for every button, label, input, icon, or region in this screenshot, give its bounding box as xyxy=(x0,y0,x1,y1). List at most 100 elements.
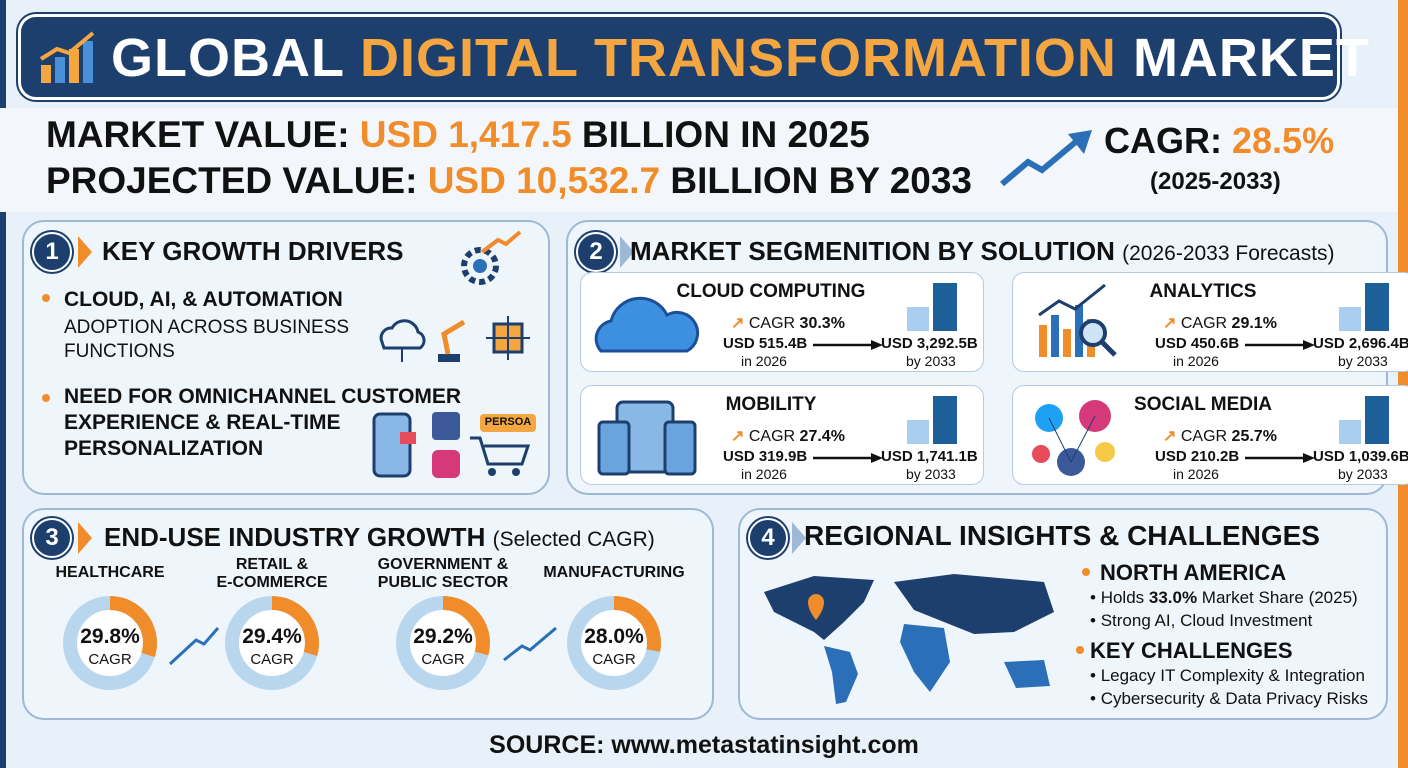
start-year: in 2026 xyxy=(741,353,787,369)
donut-label: 29.2% xyxy=(413,625,473,648)
region-bullet: • Holds 33.0% Market Share (2025) xyxy=(1090,588,1358,607)
projected-value: PROJECTED VALUE: USD 10,532.7 BILLION BY… xyxy=(46,160,972,202)
header-icon xyxy=(39,31,95,83)
donut-unit: CAGR xyxy=(88,651,132,668)
source: SOURCE: www.metastatinsight.com xyxy=(489,731,919,759)
header: GLOBAL DIGITAL TRANSFORMATION MARKET xyxy=(18,14,1369,100)
segment-card: ANALYTICS ↗ CAGR 29.1% USD 450.6B in 2026 US… xyxy=(1012,272,1408,372)
value: 28.5% xyxy=(1232,120,1335,161)
side-stripe xyxy=(1398,0,1408,768)
industry-name: HEALTHCARE xyxy=(55,564,165,581)
segment-name: CLOUD COMPUTING xyxy=(676,281,866,302)
text: MARKET VALUE: xyxy=(46,114,360,155)
segment-name: MOBILITY xyxy=(725,394,817,415)
segment-icon xyxy=(1038,283,1117,357)
start-year: in 2026 xyxy=(741,466,787,482)
section-number: 3 xyxy=(32,518,72,558)
side-stripe xyxy=(0,0,6,768)
section-number: 2 xyxy=(576,232,616,272)
donut-unit: CAGR xyxy=(250,651,294,668)
segment-cagr: ↗ CAGR 25.7% xyxy=(1163,426,1277,446)
start-value: USD 450.6B xyxy=(1155,335,1240,352)
end-year: by 2033 xyxy=(1338,353,1388,369)
title-part: GLOBAL xyxy=(111,28,360,88)
arrow xyxy=(1245,453,1315,463)
segment-cagr: ↗ CAGR 29.1% xyxy=(1163,313,1277,333)
omni-icons xyxy=(372,412,536,478)
bar-icon xyxy=(1339,396,1389,444)
tech-icons xyxy=(379,316,530,362)
section-title: MARKET SEGMENITION BY SOLUTION xyxy=(630,236,1115,266)
trend-icon: ↗ xyxy=(731,315,749,332)
segment-card: MOBILITY ↗ CAGR 27.4% USD 319.9B in 2026 USD… xyxy=(580,385,984,485)
donut-label: 28.0% xyxy=(584,625,644,648)
gear-icon xyxy=(461,230,522,285)
icon-label: PERSOA xyxy=(484,416,532,428)
regional-panel: 4 REGIONAL INSIGHTS & CHALLENGES NORTH A… xyxy=(738,508,1388,720)
text: CAGR: xyxy=(1104,120,1232,161)
cagr-value: 25.7% xyxy=(1231,428,1277,445)
driver-bold: NEED FOR OMNICHANNEL CUSTOMER EXPERIENCE… xyxy=(64,385,462,460)
start-year: in 2026 xyxy=(1173,466,1219,482)
chevron xyxy=(78,236,92,268)
bar-icon xyxy=(907,283,957,331)
region-bullet: • Strong AI, Cloud Investment xyxy=(1090,611,1313,630)
value: USD 10,532.7 xyxy=(427,160,661,201)
text: Cybersecurity & Data Privacy Risks xyxy=(1100,689,1369,708)
section-subtitle: (2026-2033 Forecasts) xyxy=(1122,242,1335,265)
trend-icon: ↗ xyxy=(1163,315,1181,332)
text: Strong AI, Cloud Investment xyxy=(1100,611,1313,630)
title-part: MARKET xyxy=(1116,28,1370,88)
summary-band xyxy=(0,108,1398,212)
bar-icon xyxy=(907,396,957,444)
donut-arc xyxy=(567,596,661,690)
bullet xyxy=(42,394,50,402)
region-heading: NORTH AMERICA xyxy=(1100,560,1287,585)
trend-icon: ↗ xyxy=(731,428,749,445)
cagr-value: 30.3% xyxy=(799,315,845,332)
arrow xyxy=(813,340,883,350)
segment-icon xyxy=(1032,400,1115,476)
donut-arc xyxy=(225,596,319,690)
bar-icon xyxy=(1339,283,1389,331)
segment-cagr: ↗ CAGR 30.3% xyxy=(731,313,845,333)
bullet xyxy=(1082,568,1090,576)
value: USD 1,417.5 xyxy=(359,114,572,155)
challenge-bullet: • Legacy IT Complexity & Integration xyxy=(1090,666,1365,685)
text: Market Share (2025) xyxy=(1197,588,1358,607)
section-number: 4 xyxy=(748,518,788,558)
driver-text: ADOPTION ACROSS BUSINESS FUNCTIONS xyxy=(64,317,350,362)
driver-bold: CLOUD, AI, & AUTOMATION xyxy=(64,288,343,311)
industry-name: MANUFACTURING xyxy=(543,564,685,581)
segment-cagr: ↗ CAGR 27.4% xyxy=(731,426,845,446)
end-year: by 2033 xyxy=(906,353,956,369)
end-year: by 2033 xyxy=(1338,466,1388,482)
section-title: END-USE INDUSTRY GROWTH xyxy=(104,522,486,552)
trend-icon: ↗ xyxy=(1163,428,1181,445)
arrow xyxy=(813,453,883,463)
section-title: REGIONAL INSIGHTS & CHALLENGES xyxy=(804,520,1320,551)
donut-arc xyxy=(396,596,490,690)
donut-label: 29.8% xyxy=(80,625,140,648)
cagr: CAGR: 28.5% xyxy=(1104,120,1334,162)
start-value: USD 319.9B xyxy=(723,448,808,465)
chevron xyxy=(792,522,806,554)
text: PROJECTED VALUE: xyxy=(46,160,428,201)
industry-name: GOVERNMENT & PUBLIC SECTOR xyxy=(377,556,509,591)
bullet xyxy=(42,294,50,302)
end-year: by 2033 xyxy=(906,466,956,482)
cagr-label: CAGR xyxy=(1180,428,1228,445)
text: BILLION IN 2025 xyxy=(571,114,870,155)
cagr-label: CAGR xyxy=(1180,315,1228,332)
chevron xyxy=(78,522,92,554)
end-value: USD 3,292.5B xyxy=(881,335,978,352)
section-subtitle: (Selected CAGR) xyxy=(492,528,655,551)
text: BILLION BY 2033 xyxy=(660,160,973,201)
industry-name: RETAIL & E-COMMERCE xyxy=(216,556,328,591)
value: 33.0% xyxy=(1148,588,1198,607)
bullet xyxy=(1076,646,1084,654)
segment-name: ANALYTICS xyxy=(1149,281,1257,302)
cagr-value: 29.1% xyxy=(1231,315,1277,332)
cagr-label: CAGR xyxy=(748,315,796,332)
